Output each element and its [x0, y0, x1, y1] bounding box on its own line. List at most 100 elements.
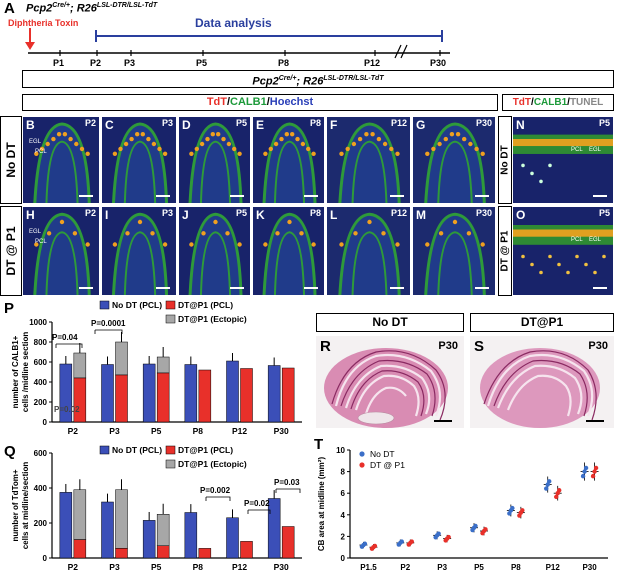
- row-label-nodt-r: No DT: [499, 145, 511, 175]
- y-tick-label: 600: [34, 358, 48, 367]
- bar-no-dt: [101, 364, 114, 423]
- scatter-point: [583, 465, 589, 471]
- y-axis-label: CB area at midline (mm²): [317, 457, 326, 552]
- tl-p12: P12: [364, 58, 381, 68]
- y-axis-label: number of TdTom+cells at midline/section: [11, 462, 30, 550]
- x-tick-label: P30: [274, 426, 289, 436]
- legend-swatch: [99, 445, 110, 455]
- stain-sep1: /: [226, 96, 231, 108]
- scatter-point: [557, 488, 562, 493]
- y-tick-label: 200: [34, 519, 48, 528]
- x-tick-label: P5: [151, 562, 162, 572]
- histo-s-image: S P30: [470, 336, 614, 428]
- x-tick-label: P30: [582, 563, 597, 572]
- panel-letter-t: T: [314, 436, 324, 453]
- row-label-box-nodt: No DT: [0, 116, 22, 204]
- p-value-annotation: P=0.04: [52, 333, 78, 342]
- scatter-point: [590, 473, 596, 479]
- bar-dt-ectopic: [156, 356, 170, 374]
- micrograph-letter: H: [26, 208, 35, 222]
- significance-bracket: [275, 488, 301, 493]
- y-tick-label: 400: [34, 378, 48, 387]
- bar-dt-pcl: [240, 541, 253, 559]
- layer-label-egl: EGL: [29, 139, 42, 145]
- scatter-point: [372, 543, 378, 549]
- y-tick-label: 0: [341, 554, 346, 563]
- bar-dt-pcl: [198, 369, 212, 423]
- stain-r-tdt: TdT: [512, 97, 532, 108]
- y-tick-label: 200: [34, 398, 48, 407]
- y-tick-label: 0: [43, 418, 48, 427]
- bar-dt-ectopic: [156, 514, 170, 546]
- scale-bar: [475, 287, 489, 289]
- y-tick-label: 800: [34, 338, 48, 347]
- x-tick-label: P12: [232, 562, 247, 572]
- x-tick-label: P2: [68, 426, 79, 436]
- y-axis-label-line1: number of CALB1+: [11, 335, 20, 408]
- micrograph-letter: C: [105, 118, 114, 132]
- layer-label-pcl: PCL: [35, 149, 47, 155]
- micrograph-timepoint: P5: [598, 208, 610, 218]
- bar-no-dt: [142, 520, 156, 559]
- histo-s-drawing: [480, 348, 604, 428]
- x-tick-label: P5: [474, 563, 484, 572]
- y-axis-label-line1: number of TdTom+: [11, 469, 20, 541]
- chart-q: 0 200 400 600 number of TdTom+cells at midli…: [11, 445, 302, 572]
- x-tick-label: P12: [546, 563, 561, 572]
- y-axis-label-line2: cells at midline/section: [21, 462, 30, 550]
- x-tick-label: P2: [68, 562, 79, 572]
- row-label-nodt: No DT: [4, 142, 18, 178]
- bar-no-dt: [267, 365, 281, 423]
- panel-letter-q: Q: [4, 443, 16, 460]
- stain-r-tunel: TUNEL: [569, 97, 604, 108]
- micrograph-letter: O: [516, 208, 526, 222]
- tl-p30: P30: [430, 58, 447, 68]
- stain-header-right: TdT/CALB1/TUNEL: [502, 94, 614, 111]
- micrograph-drawing: [327, 117, 410, 203]
- genotype-top: Pcp2Cre/+; R26LSL-DTR/LSL-TdT: [26, 2, 158, 15]
- legend-swatch: [165, 445, 176, 455]
- micrograph-f: F P12: [326, 116, 411, 204]
- scale-bar: [304, 287, 318, 289]
- scale-bar: [230, 195, 244, 197]
- stain-hoechst: Hoechst: [269, 96, 314, 108]
- legend-swatch: [165, 300, 176, 310]
- legend-swatch: [165, 314, 176, 324]
- scatter-point: [399, 539, 404, 544]
- chart-t: 0 2 4 6 8 10 CB area at midline (mm²) P1.5 P2 P3 P…: [317, 446, 608, 572]
- micrograph-drawing: [23, 117, 99, 203]
- micrograph-timepoint: P3: [161, 118, 173, 128]
- histo-right-title: DT@P1: [470, 313, 614, 332]
- scatter-point: [436, 531, 441, 536]
- bar-dt-ectopic: [115, 489, 128, 549]
- micrograph-letter: L: [330, 208, 338, 222]
- bar-dt-ectopic: [73, 352, 87, 379]
- bar-dt-pcl: [198, 548, 212, 559]
- legend-label: DT@P1 (Ectopic): [178, 314, 247, 324]
- bar-dt-pcl: [73, 377, 87, 423]
- scale-bar: [593, 195, 607, 197]
- scatter-point: [483, 527, 488, 532]
- micrograph-letter: I: [105, 208, 109, 222]
- micrograph-timepoint: P12: [390, 118, 407, 128]
- histo-s-letter: S: [474, 338, 485, 355]
- scatter-point: [510, 505, 515, 511]
- micrograph-drawing: [513, 117, 613, 203]
- analysis-label: Data analysis: [195, 16, 272, 30]
- micrograph-h: H P2 EGL PCL: [22, 206, 100, 296]
- legend-label: DT @ P1: [370, 460, 405, 470]
- layer-label-egl: EGL: [589, 237, 602, 243]
- histo-left-title: No DT: [316, 313, 464, 332]
- p-value-annotation: P=0.02: [54, 405, 80, 414]
- y-tick-label: 1000: [29, 318, 47, 327]
- genotype-box: Pcp2Cre/+; R26LSL-DTR/LSL-TdT: [22, 70, 614, 88]
- y-axis-label: number of CALB1+cells /midline section: [11, 332, 30, 413]
- legend-swatch: [359, 462, 365, 468]
- bar-no-dt: [101, 501, 114, 559]
- row-label-box-nodt-r: No DT: [498, 116, 512, 204]
- significance-bracket: [94, 329, 123, 334]
- scale-bar: [79, 195, 93, 197]
- x-tick-label: P3: [437, 563, 447, 572]
- toxin-label: Diphtheria Toxin: [8, 18, 79, 28]
- scatter-point: [446, 534, 451, 540]
